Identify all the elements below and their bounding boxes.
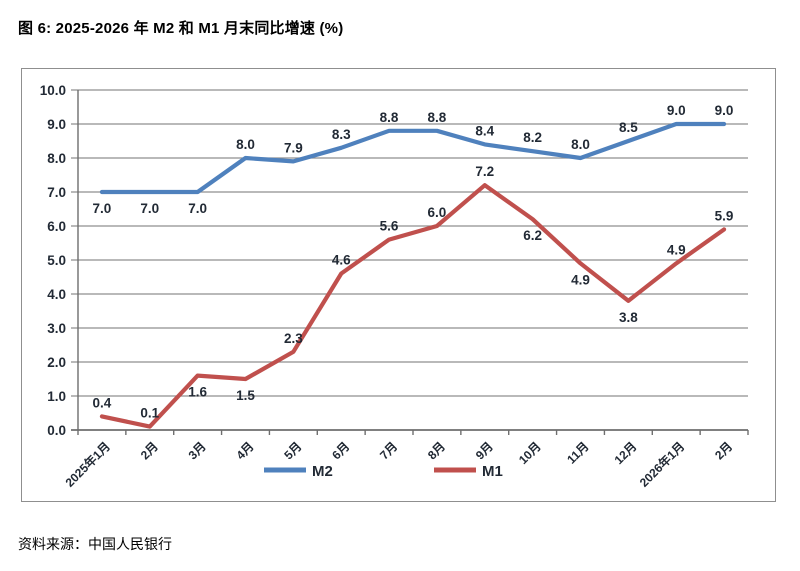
svg-text:10月: 10月 [516, 439, 544, 467]
legend-item-m1: M1 [434, 463, 503, 480]
svg-text:9月: 9月 [473, 439, 496, 462]
svg-text:1.0: 1.0 [47, 389, 66, 404]
m1-data-labels: 0.4 0.1 1.6 1.5 2.3 4.6 5.6 6.0 7.2 6.2 4.9 3.8 4.9 5… [93, 164, 734, 420]
svg-text:6.2: 6.2 [523, 228, 542, 243]
svg-text:8.3: 8.3 [332, 127, 351, 142]
svg-text:3.8: 3.8 [619, 310, 638, 325]
svg-text:9.0: 9.0 [47, 117, 66, 132]
svg-text:7.2: 7.2 [475, 164, 494, 179]
svg-text:9.0: 9.0 [715, 103, 734, 118]
svg-text:2025年1月: 2025年1月 [62, 439, 113, 490]
svg-text:12月: 12月 [612, 439, 640, 467]
svg-text:4.9: 4.9 [571, 272, 590, 287]
svg-text:0.1: 0.1 [140, 406, 159, 421]
m1-legend-label: M1 [482, 463, 503, 480]
svg-text:3月: 3月 [186, 439, 209, 462]
svg-text:4.0: 4.0 [47, 287, 66, 302]
svg-text:8.0: 8.0 [236, 137, 255, 152]
svg-text:5.9: 5.9 [715, 208, 734, 223]
svg-text:2026年1月: 2026年1月 [636, 439, 687, 490]
svg-text:3.0: 3.0 [47, 321, 66, 336]
svg-text:4.6: 4.6 [332, 253, 351, 268]
svg-text:8.5: 8.5 [619, 120, 638, 135]
svg-text:2月: 2月 [712, 439, 735, 462]
svg-text:8.4: 8.4 [475, 123, 494, 138]
svg-text:8.8: 8.8 [428, 110, 447, 125]
svg-text:6.0: 6.0 [428, 205, 447, 220]
svg-text:8.2: 8.2 [523, 130, 542, 145]
svg-text:0.4: 0.4 [93, 395, 112, 410]
svg-text:6.0: 6.0 [47, 219, 66, 234]
y-axis-labels: 0.0 1.0 2.0 3.0 4.0 5.0 6.0 7.0 8.0 9.0 10.0 [40, 83, 66, 438]
svg-text:11月: 11月 [564, 439, 591, 466]
source-note: 资料来源：中国人民银行 [18, 536, 172, 552]
m2-legend-label: M2 [312, 463, 333, 480]
svg-text:2.0: 2.0 [47, 355, 66, 370]
svg-text:2月: 2月 [138, 439, 161, 462]
svg-text:8.0: 8.0 [571, 137, 590, 152]
axes [71, 90, 749, 435]
chart-title: 图 6: 2025-2026 年 M2 和 M1 月末同比增速 (%) [18, 20, 344, 37]
svg-text:8.0: 8.0 [47, 151, 66, 166]
legend: M2 M1 [264, 463, 503, 480]
svg-text:5.0: 5.0 [47, 253, 66, 268]
svg-text:7.9: 7.9 [284, 140, 303, 155]
svg-text:8月: 8月 [425, 439, 448, 462]
chart-container: 0.0 1.0 2.0 3.0 4.0 5.0 6.0 7.0 8.0 9.0 10.0 2025年1… [21, 68, 776, 502]
svg-text:10.0: 10.0 [40, 83, 66, 98]
svg-text:6月: 6月 [329, 439, 352, 462]
m2-data-labels: 7.0 7.0 7.0 8.0 7.9 8.3 8.8 8.8 8.4 8.2 8.0 8.5 9.0 9… [93, 103, 734, 216]
svg-text:4.9: 4.9 [667, 242, 686, 257]
svg-text:7.0: 7.0 [93, 201, 112, 216]
m2-line [99, 121, 727, 195]
svg-text:9.0: 9.0 [667, 103, 686, 118]
svg-text:5.6: 5.6 [380, 219, 399, 234]
line-chart: 0.0 1.0 2.0 3.0 4.0 5.0 6.0 7.0 8.0 9.0 10.0 2025年1… [40, 83, 749, 490]
svg-text:1.6: 1.6 [188, 385, 207, 400]
svg-text:0.0: 0.0 [47, 423, 66, 438]
svg-text:7.0: 7.0 [47, 185, 66, 200]
svg-text:2.3: 2.3 [284, 331, 303, 346]
svg-text:4月: 4月 [234, 439, 257, 462]
svg-text:7.0: 7.0 [188, 201, 207, 216]
legend-item-m2: M2 [264, 463, 333, 480]
svg-text:8.8: 8.8 [380, 110, 399, 125]
m1-line [99, 183, 727, 429]
svg-text:7月: 7月 [377, 439, 400, 462]
svg-text:7.0: 7.0 [140, 201, 159, 216]
svg-text:1.5: 1.5 [236, 388, 255, 403]
svg-text:5月: 5月 [281, 439, 304, 462]
